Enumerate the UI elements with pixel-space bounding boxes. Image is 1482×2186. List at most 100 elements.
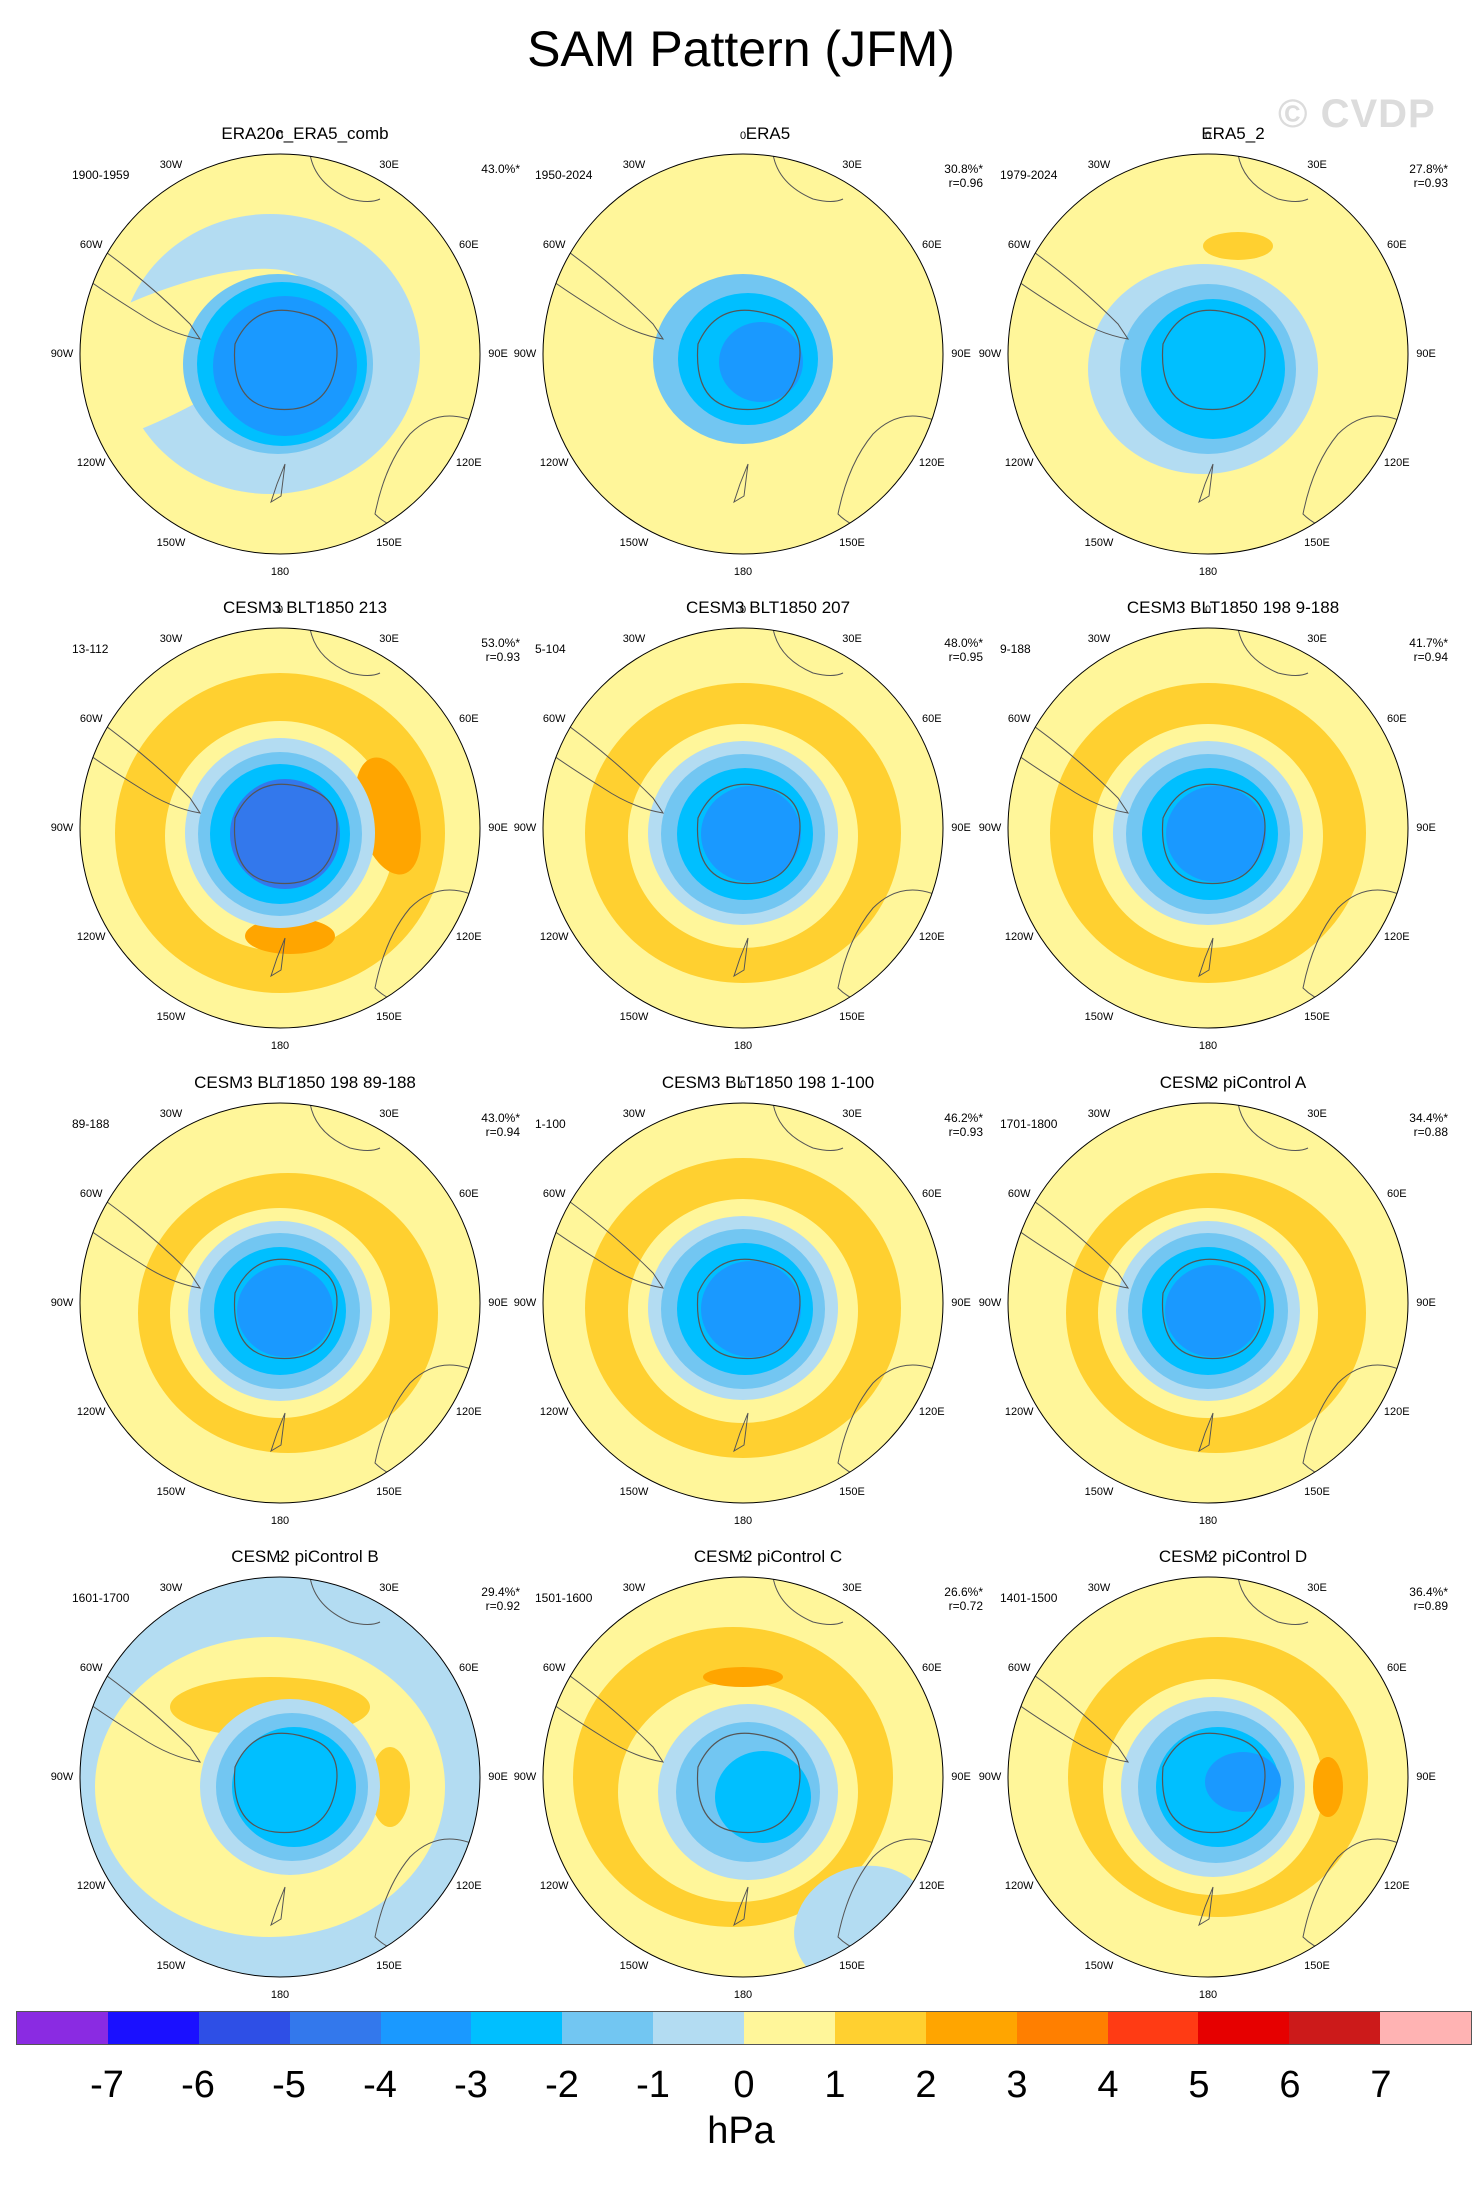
- map-panel: CESM2 piControl A 1701-1800 34.4%* r=0.88 0 3…: [979, 1073, 1468, 1543]
- colorbar-tick-label: -6: [181, 2064, 215, 2106]
- contour-region: [213, 296, 357, 436]
- longitude-label: 150W: [619, 1010, 649, 1023]
- longitude-label: 120W: [539, 1880, 569, 1892]
- longitude-label: 180: [1198, 1515, 1218, 1527]
- south-america-coastline: [80, 707, 202, 814]
- polar-map: [79, 627, 481, 1029]
- panel-period: 89-188: [72, 1117, 110, 1131]
- south-america-coastline: [1008, 707, 1130, 814]
- pattern-correlation: r=0.93: [485, 650, 520, 664]
- longitude-label: 150W: [156, 1485, 186, 1498]
- panel-title: CESM3 BLT1850 198 89-188: [194, 1073, 416, 1092]
- longitude-label: 90E: [951, 348, 971, 360]
- antarctica-coastline: [233, 783, 338, 885]
- antarctica-coastline: [233, 309, 338, 411]
- longitude-label: 150W: [1084, 1010, 1114, 1023]
- longitude-label: 120E: [455, 1880, 482, 1892]
- africa-coastline: [309, 1577, 381, 1625]
- panel-period: 13-112: [72, 642, 109, 656]
- map-boundary: [1007, 153, 1409, 555]
- polar-map: [79, 1102, 481, 1504]
- map-panel: CESM3 BLT1850 198 1-100 1-100 46.2%* r=0.93…: [514, 1073, 1003, 1543]
- new-zealand-coastline: [270, 1412, 286, 1453]
- panel-title: CESM3 BLT1850 198 9-188: [1126, 598, 1340, 617]
- contour-region: [701, 786, 801, 882]
- longitude-label: 0: [739, 1553, 747, 1565]
- panel-title: ERA5_2: [1201, 124, 1265, 143]
- longitude-label: 150E: [376, 1959, 402, 1972]
- longitude-label: 0: [1204, 1553, 1212, 1565]
- south-america-coastline: [543, 233, 665, 340]
- colorbar-swatch: [1107, 2012, 1199, 2044]
- colorbar-swatch: [925, 2012, 1017, 2044]
- longitude-label: 90E: [1416, 348, 1436, 360]
- colorbar-swatch: [107, 2012, 199, 2044]
- colorbar-tick-label: 7: [1370, 2064, 1392, 2106]
- figure-title: SAM Pattern (JFM): [527, 21, 955, 77]
- contour-region: [1166, 786, 1266, 882]
- longitude-label: 90E: [488, 1771, 508, 1783]
- map-boundary: [542, 1102, 944, 1504]
- longitude-label: 120W: [76, 457, 106, 469]
- new-zealand-coastline: [1198, 1412, 1214, 1453]
- longitude-label: 90E: [488, 822, 508, 834]
- longitude-label: 90W: [513, 1771, 537, 1783]
- longitude-label: 30W: [159, 633, 183, 646]
- antarctica-coastline: [1161, 1732, 1266, 1834]
- longitude-label: 180: [270, 566, 290, 578]
- panel-stats: 43.0%* r=0.94: [481, 1111, 520, 1139]
- contour-region: [1313, 1757, 1343, 1817]
- longitude-label: 90W: [50, 1771, 74, 1783]
- map-boundary: [79, 1102, 481, 1504]
- longitude-label: 150E: [1304, 1010, 1330, 1023]
- longitude-label: 150W: [1084, 1959, 1114, 1972]
- colorbar-tick-label: 0: [733, 2064, 755, 2106]
- africa-coastline: [309, 628, 381, 676]
- longitude-label: 120W: [76, 1880, 106, 1892]
- polar-map: [542, 627, 944, 1029]
- longitude-label: 60E: [458, 239, 479, 251]
- longitude-label: 60E: [458, 1188, 479, 1200]
- longitude-label: 60E: [921, 1662, 942, 1674]
- new-zealand-coastline: [270, 463, 286, 504]
- longitude-label: 60W: [79, 239, 103, 251]
- panel-stats: 27.8%* r=0.93: [1409, 162, 1448, 190]
- longitude-label: 180: [733, 566, 753, 578]
- panel-stats: 48.0%* r=0.95: [944, 636, 983, 664]
- longitude-label: 30E: [842, 1108, 862, 1121]
- longitude-label: 30W: [622, 159, 646, 172]
- colorbar-swatch: [380, 2012, 472, 2044]
- colorbar-swatch: [1380, 2012, 1471, 2044]
- longitude-label: 30E: [379, 633, 399, 646]
- longitude-label: 150W: [1084, 1485, 1114, 1498]
- longitude-label: 60W: [1007, 239, 1031, 251]
- panel-stats: 41.7%* r=0.94: [1409, 636, 1448, 664]
- longitude-label: 120W: [76, 1406, 106, 1418]
- longitude-label: 90E: [1416, 1771, 1436, 1783]
- longitude-label: 30E: [842, 159, 862, 172]
- south-america-coastline: [1008, 233, 1130, 340]
- south-america-coastline: [1008, 1182, 1130, 1289]
- panel-title: CESM3 BLT1850 207: [685, 598, 851, 617]
- longitude-label: 150E: [376, 536, 402, 549]
- panel-period: 1900-1959: [72, 168, 130, 182]
- colorbar-swatch: [1198, 2012, 1290, 2044]
- contour-region: [701, 1261, 801, 1357]
- longitude-label: 30W: [1087, 633, 1111, 646]
- south-america-coastline: [1008, 1656, 1130, 1763]
- longitude-label: 30W: [159, 159, 183, 172]
- pattern-correlation: r=0.93: [948, 1125, 983, 1139]
- antarctica-coastline: [1161, 1258, 1266, 1360]
- explained-variance: 41.7%*: [1409, 636, 1448, 650]
- contour-region: [703, 1667, 783, 1687]
- longitude-label: 120W: [539, 931, 569, 943]
- colorbar-swatch: [289, 2012, 381, 2044]
- longitude-label: 150W: [619, 536, 649, 549]
- longitude-label: 90W: [978, 822, 1002, 834]
- longitude-label: 60W: [79, 713, 103, 725]
- longitude-label: 60W: [542, 1662, 566, 1674]
- colorbar-swatch: [17, 2012, 108, 2044]
- longitude-label: 90E: [1416, 822, 1436, 834]
- pattern-correlation: r=0.92: [485, 1599, 520, 1613]
- longitude-label: 180: [733, 1989, 753, 2001]
